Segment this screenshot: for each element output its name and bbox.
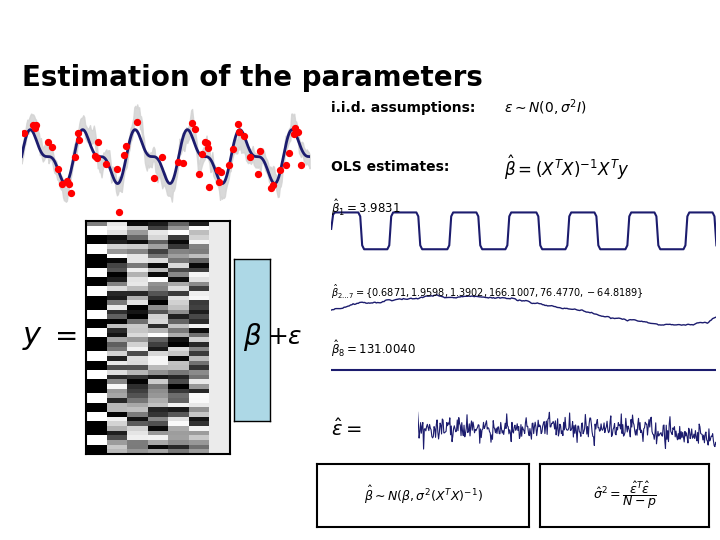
Text: $\hat{\beta}_8 = 131.0040$: $\hat{\beta}_8 = 131.0040$ xyxy=(331,338,416,359)
Text: =: = xyxy=(55,323,78,352)
Point xyxy=(47,143,58,152)
Point xyxy=(199,137,210,146)
Text: $\hat{\beta} = (X^T X)^{-1} X^T y$: $\hat{\beta} = (X^T X)^{-1} X^T y$ xyxy=(504,153,630,181)
Point xyxy=(204,183,215,191)
Point xyxy=(18,129,30,138)
Point xyxy=(118,150,130,159)
Point xyxy=(201,139,212,148)
Point xyxy=(253,146,265,155)
Point xyxy=(284,148,295,157)
Text: $\hat{\beta}_{2\ldots7} = \{0.6871, 1.9598, 1.3902, 166.1007, 76.4770, -64.8189\: $\hat{\beta}_{2\ldots7} = \{0.6871, 1.95… xyxy=(331,282,644,301)
Point xyxy=(73,129,84,137)
Point xyxy=(252,170,264,178)
Point xyxy=(265,184,276,192)
Point xyxy=(295,160,307,169)
Point xyxy=(233,127,245,136)
Point xyxy=(233,119,244,128)
Point xyxy=(203,144,215,153)
Point xyxy=(267,180,279,189)
Point xyxy=(289,130,300,139)
Point xyxy=(227,145,238,154)
Point xyxy=(178,159,189,167)
Point xyxy=(63,180,75,188)
Point xyxy=(42,138,53,146)
Text: $y$: $y$ xyxy=(22,323,43,352)
Point xyxy=(223,161,235,170)
Point xyxy=(148,174,159,183)
Point xyxy=(89,152,101,160)
Text: OLS estimates:: OLS estimates: xyxy=(331,160,449,174)
Point xyxy=(196,150,207,158)
Point xyxy=(289,124,301,132)
Text: †SPM: †SPM xyxy=(608,15,698,43)
Point xyxy=(212,166,224,174)
Point xyxy=(53,164,64,173)
Point xyxy=(238,132,250,140)
Point xyxy=(111,165,122,173)
Point xyxy=(274,166,286,175)
Point xyxy=(30,124,41,132)
Point xyxy=(73,136,85,145)
Point xyxy=(56,180,68,188)
Text: $\hat{\beta}_1 = 3.9831$: $\hat{\beta}_1 = 3.9831$ xyxy=(331,198,401,218)
Point xyxy=(189,125,201,133)
Text: $+\varepsilon$: $+\varepsilon$ xyxy=(266,326,302,349)
Point xyxy=(91,153,102,162)
Text: i.i.d. assumptions:: i.i.d. assumptions: xyxy=(331,101,476,115)
Point xyxy=(30,120,42,129)
Point xyxy=(281,160,292,169)
Point xyxy=(186,118,198,127)
Text: $\beta$: $\beta$ xyxy=(243,321,261,353)
Point xyxy=(215,168,227,177)
Text: $\varepsilon \sim N(0, \sigma^2 I)$: $\varepsilon \sim N(0, \sigma^2 I)$ xyxy=(504,98,587,118)
Point xyxy=(156,153,168,161)
Point xyxy=(172,158,184,167)
Point xyxy=(61,177,73,186)
Point xyxy=(92,137,104,146)
Text: $\hat{\sigma}^2 = \dfrac{\hat{\varepsilon}^T \hat{\varepsilon}}{N-p}$: $\hat{\sigma}^2 = \dfrac{\hat{\varepsilo… xyxy=(593,480,657,511)
Point xyxy=(244,152,256,161)
Point xyxy=(213,178,225,187)
Text: $\hat{\varepsilon}=$: $\hat{\varepsilon}=$ xyxy=(331,418,362,440)
Point xyxy=(292,127,304,136)
Point xyxy=(113,208,125,217)
Point xyxy=(120,142,131,151)
Point xyxy=(132,117,143,126)
Point xyxy=(69,152,81,161)
Point xyxy=(27,120,39,129)
Text: $\hat{\beta} \sim N(\beta, \sigma^2(X^T X)^{-1})$: $\hat{\beta} \sim N(\beta, \sigma^2(X^T … xyxy=(364,484,482,507)
Point xyxy=(101,160,112,168)
Text: Estimation of the parameters: Estimation of the parameters xyxy=(22,64,482,92)
Point xyxy=(193,170,204,178)
Point xyxy=(65,188,76,197)
